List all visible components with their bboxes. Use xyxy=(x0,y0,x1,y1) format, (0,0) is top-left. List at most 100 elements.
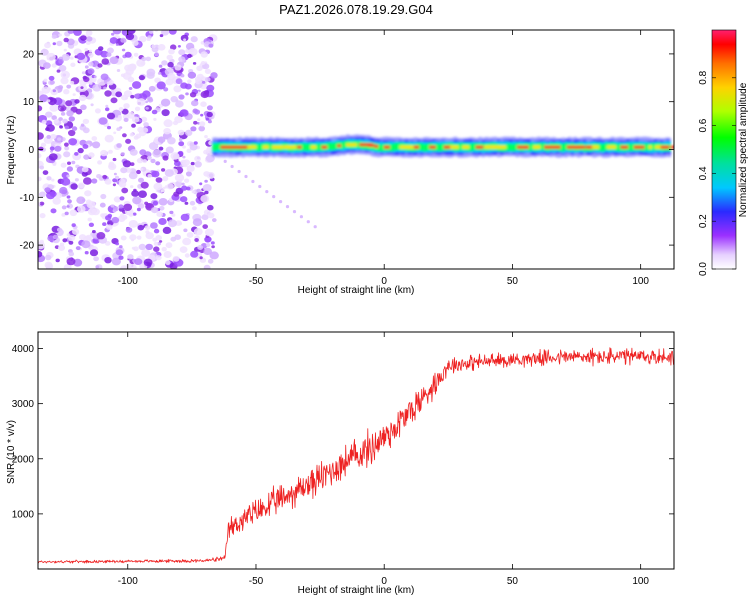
noise-speck xyxy=(175,100,184,108)
noise-speck xyxy=(73,30,82,36)
noise-speck xyxy=(132,81,142,89)
noise-speck xyxy=(152,200,158,206)
noise-speck xyxy=(103,86,107,90)
noise-speck xyxy=(154,52,159,57)
noise-speck xyxy=(178,94,185,100)
signal-hotspot xyxy=(283,145,297,149)
noise-speck xyxy=(189,200,196,206)
snr-y-axis: 1000 2000 3000 4000 xyxy=(12,344,674,520)
spectrogram-xtick-label: 100 xyxy=(632,276,649,287)
noise-speck xyxy=(59,125,63,129)
noise-speck xyxy=(42,170,49,176)
noise-speck xyxy=(165,242,173,249)
noise-speck xyxy=(87,52,94,58)
noise-speck xyxy=(46,99,51,103)
noise-speck xyxy=(62,118,68,124)
spectrogram-x-axis: -100 -50 0 50 100 xyxy=(118,30,649,287)
noise-speck xyxy=(102,174,108,179)
noise-speck xyxy=(63,151,71,158)
noise-speck xyxy=(84,190,92,197)
noise-speck xyxy=(191,190,196,194)
noise-speck xyxy=(132,116,140,123)
snr-x-axis: -100 -50 0 50 100 xyxy=(118,332,649,587)
noise-speck xyxy=(105,215,112,221)
noise-speck xyxy=(39,213,46,219)
noise-speck xyxy=(115,249,124,256)
noise-speck xyxy=(104,257,112,264)
noise-speck xyxy=(66,84,72,89)
snr-x-label: Height of straight line (km) xyxy=(298,585,415,596)
noise-speck xyxy=(100,213,106,218)
noise-speck xyxy=(62,238,68,243)
noise-speck xyxy=(116,127,121,131)
noise-speck xyxy=(70,62,76,67)
noise-speck xyxy=(86,36,93,42)
signal-hotspot xyxy=(552,145,561,149)
noise-speck xyxy=(131,123,136,128)
noise-speck xyxy=(120,37,127,43)
snr-xtick-label: 0 xyxy=(381,576,387,587)
noise-speck xyxy=(46,52,56,61)
noise-speck xyxy=(150,193,158,200)
noise-speck xyxy=(120,167,128,174)
noise-speck xyxy=(86,200,96,209)
noise-speck xyxy=(50,208,57,214)
noise-speck xyxy=(38,105,43,112)
noise-speck xyxy=(106,224,113,230)
noise-speck xyxy=(60,112,66,116)
noise-speck xyxy=(76,52,86,61)
noise-speck xyxy=(198,125,205,132)
noise-speck xyxy=(104,90,112,97)
signal-hotspot xyxy=(220,145,229,149)
noise-speck xyxy=(113,206,119,212)
noise-speck xyxy=(162,155,169,161)
noise-speck xyxy=(202,184,212,192)
noise-speck xyxy=(69,56,74,60)
noise-speck xyxy=(163,251,172,258)
noise-speck xyxy=(196,188,201,193)
noise-speck xyxy=(115,175,119,180)
noise-speck xyxy=(189,92,197,98)
noise-speck xyxy=(65,100,73,107)
signal-trail xyxy=(223,159,317,229)
noise-speck xyxy=(109,56,119,65)
noise-speck xyxy=(67,234,76,242)
trail-dot xyxy=(265,190,269,194)
noise-speck xyxy=(193,120,198,125)
noise-speck xyxy=(212,218,217,223)
noise-speck xyxy=(167,61,174,68)
noise-speck xyxy=(157,44,166,51)
noise-speck xyxy=(81,171,88,177)
noise-speck xyxy=(109,37,118,44)
noise-speck xyxy=(204,190,209,195)
noise-speck xyxy=(71,223,76,228)
noise-speck xyxy=(208,43,214,48)
colorbar-tick-label: 0.4 xyxy=(698,166,709,180)
spectrogram-y-label: Frequency (Hz) xyxy=(6,116,17,185)
noise-speck xyxy=(174,180,183,188)
noise-speck xyxy=(182,159,190,166)
noise-speck xyxy=(183,228,188,233)
noise-speck xyxy=(48,153,58,161)
noise-speck xyxy=(98,117,108,125)
noise-speck xyxy=(75,246,81,251)
signal-band xyxy=(212,134,674,158)
noise-speck xyxy=(132,196,142,205)
noise-speck xyxy=(207,258,214,264)
noise-speck xyxy=(122,72,132,80)
noise-speck xyxy=(52,234,59,240)
trail-dot xyxy=(279,200,283,204)
noise-speck xyxy=(52,162,57,166)
noise-speck xyxy=(157,71,162,75)
noise-speck xyxy=(180,34,189,42)
noise-speck xyxy=(84,251,89,255)
noise-speck xyxy=(50,133,57,140)
noise-speck xyxy=(148,30,154,34)
noise-speck xyxy=(61,205,67,210)
noise-speck xyxy=(45,111,53,118)
noise-speck xyxy=(113,196,121,203)
noise-speck xyxy=(163,128,171,135)
noise-speck xyxy=(92,141,101,149)
snr-plot-area xyxy=(38,347,674,564)
noise-speck xyxy=(118,204,124,209)
